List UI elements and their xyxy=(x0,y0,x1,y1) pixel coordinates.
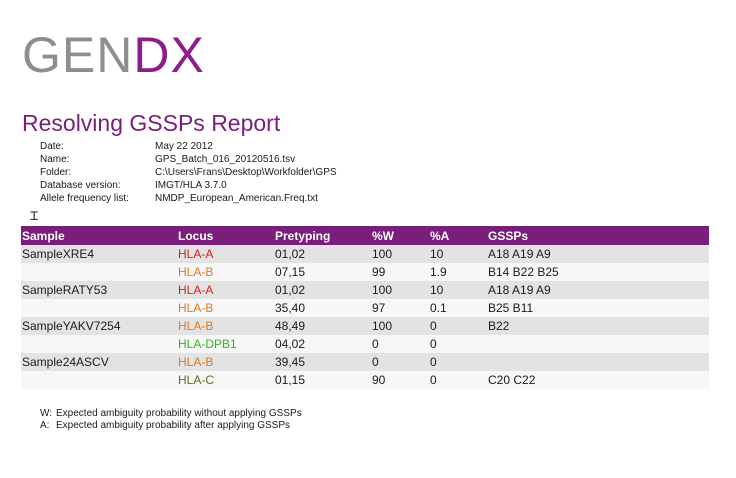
cell-sample: Sample24ASCV xyxy=(21,353,177,371)
cell-gssps xyxy=(487,353,709,371)
cell-a: 1.9 xyxy=(429,263,487,281)
cell-pretyping: 07,15 xyxy=(274,263,371,281)
report-metadata: Date: May 22 2012 Name: GPS_Batch_016_20… xyxy=(40,140,337,205)
cell-gssps xyxy=(487,335,709,353)
cell-w: 99 xyxy=(371,263,429,281)
logo-dx-text: DX xyxy=(133,27,205,83)
cell-pretyping: 39,45 xyxy=(274,353,371,371)
table-row: HLA-C 01,15 90 0 C20 C22 xyxy=(21,371,709,389)
table-row: SampleRATY53 HLA-A 01,02 100 10 A18 A19 … xyxy=(21,281,709,299)
legend-text: Expected ambiguity probability without a… xyxy=(56,408,302,419)
logo-gen-text: GEN xyxy=(22,27,134,83)
cell-sample: SampleRATY53 xyxy=(21,281,177,299)
header-sample: Sample xyxy=(21,226,177,245)
cell-a: 10 xyxy=(429,281,487,299)
cell-locus: HLA-A xyxy=(177,281,274,299)
cell-pretyping: 01,15 xyxy=(274,371,371,389)
cell-w: 90 xyxy=(371,371,429,389)
table-row: Sample24ASCV HLA-B 39,45 0 0 xyxy=(21,353,709,371)
legend-row-a: A: Expected ambiguity probability after … xyxy=(40,420,302,432)
meta-row-name: Name: GPS_Batch_016_20120516.tsv xyxy=(40,153,337,166)
header-a: %A xyxy=(429,226,487,245)
meta-value: May 22 2012 xyxy=(155,141,213,152)
cell-gssps: B25 B11 xyxy=(487,299,709,317)
cell-sample: SampleYAKV7254 xyxy=(21,317,177,335)
meta-value: GPS_Batch_016_20120516.tsv xyxy=(155,154,296,165)
cell-gssps: A18 A19 A9 xyxy=(487,245,709,263)
cell-pretyping: 04,02 xyxy=(274,335,371,353)
cell-locus: HLA-B xyxy=(177,299,274,317)
cell-locus: HLA-B xyxy=(177,317,274,335)
cell-a: 10 xyxy=(429,245,487,263)
cell-w: 100 xyxy=(371,317,429,335)
header-locus: Locus xyxy=(177,226,274,245)
meta-key: Allele frequency list: xyxy=(40,193,129,204)
meta-row-database: Database version: IMGT/HLA 3.7.0 xyxy=(40,179,337,192)
cell-gssps: A18 A19 A9 xyxy=(487,281,709,299)
results-table: Sample Locus Pretyping %W %A GSSPs Sampl… xyxy=(21,226,709,389)
meta-row-folder: Folder: C:\Users\Frans\Desktop\Workfolde… xyxy=(40,166,337,179)
cell-sample xyxy=(21,263,177,281)
cell-locus: HLA-C xyxy=(177,371,274,389)
meta-key: Name: xyxy=(40,154,70,165)
table-row: HLA-B 35,40 97 0.1 B25 B11 xyxy=(21,299,709,317)
cell-sample xyxy=(21,299,177,317)
cell-locus: HLA-A xyxy=(177,245,274,263)
table-row: HLA-B 07,15 99 1.9 B14 B22 B25 xyxy=(21,263,709,281)
table-row: SampleYAKV7254 HLA-B 48,49 100 0 B22 xyxy=(21,317,709,335)
cell-w: 0 xyxy=(371,335,429,353)
cell-pretyping: 01,02 xyxy=(274,281,371,299)
table-row: HLA-DPB1 04,02 0 0 xyxy=(21,335,709,353)
cell-a: 0 xyxy=(429,317,487,335)
legend-row-w: W: Expected ambiguity probability withou… xyxy=(40,408,302,420)
cell-locus: HLA-B xyxy=(177,263,274,281)
legend-text: Expected ambiguity probability after app… xyxy=(56,420,291,431)
table-row: SampleXRE4 HLA-A 01,02 100 10 A18 A19 A9 xyxy=(21,245,709,263)
meta-key: Database version: xyxy=(40,180,121,191)
meta-value: NMDP_European_American.Freq.txt xyxy=(155,193,318,204)
cell-gssps: B14 B22 B25 xyxy=(487,263,709,281)
cell-a: 0 xyxy=(429,371,487,389)
header-w: %W xyxy=(371,226,429,245)
meta-row-date: Date: May 22 2012 xyxy=(40,140,337,153)
legend-key: A: xyxy=(40,420,50,431)
gendx-logo: GEN DX xyxy=(22,30,205,80)
cell-a: 0.1 xyxy=(429,299,487,317)
cell-sample xyxy=(21,335,177,353)
table-header-row: Sample Locus Pretyping %W %A GSSPs xyxy=(21,226,709,245)
cell-sample: SampleXRE4 xyxy=(21,245,177,263)
cell-locus: HLA-DPB1 xyxy=(177,335,274,353)
cell-locus: HLA-B xyxy=(177,353,274,371)
meta-key: Folder: xyxy=(40,167,72,178)
cell-w: 0 xyxy=(371,353,429,371)
meta-key: Date: xyxy=(40,141,64,152)
cell-gssps: B22 xyxy=(487,317,709,335)
cell-pretyping: 35,40 xyxy=(274,299,371,317)
cell-w: 100 xyxy=(371,281,429,299)
meta-row-frequency: Allele frequency list: NMDP_European_Ame… xyxy=(40,192,337,205)
cell-pretyping: 48,49 xyxy=(274,317,371,335)
cell-w: 97 xyxy=(371,299,429,317)
meta-value: C:\Users\Frans\Desktop\Workfolder\GPS xyxy=(155,167,337,178)
cell-pretyping: 01,02 xyxy=(274,245,371,263)
header-gssps: GSSPs xyxy=(487,226,709,245)
legend: W: Expected ambiguity probability withou… xyxy=(40,408,302,432)
report-title: Resolving GSSPs Report xyxy=(22,110,281,136)
cell-a: 0 xyxy=(429,353,487,371)
legend-key: W: xyxy=(40,408,53,419)
text-cursor-icon: ⌶ xyxy=(30,208,39,224)
cell-w: 100 xyxy=(371,245,429,263)
cell-gssps: C20 C22 xyxy=(487,371,709,389)
meta-value: IMGT/HLA 3.7.0 xyxy=(155,180,227,191)
cell-sample xyxy=(21,371,177,389)
header-pretyping: Pretyping xyxy=(274,226,371,245)
cell-a: 0 xyxy=(429,335,487,353)
